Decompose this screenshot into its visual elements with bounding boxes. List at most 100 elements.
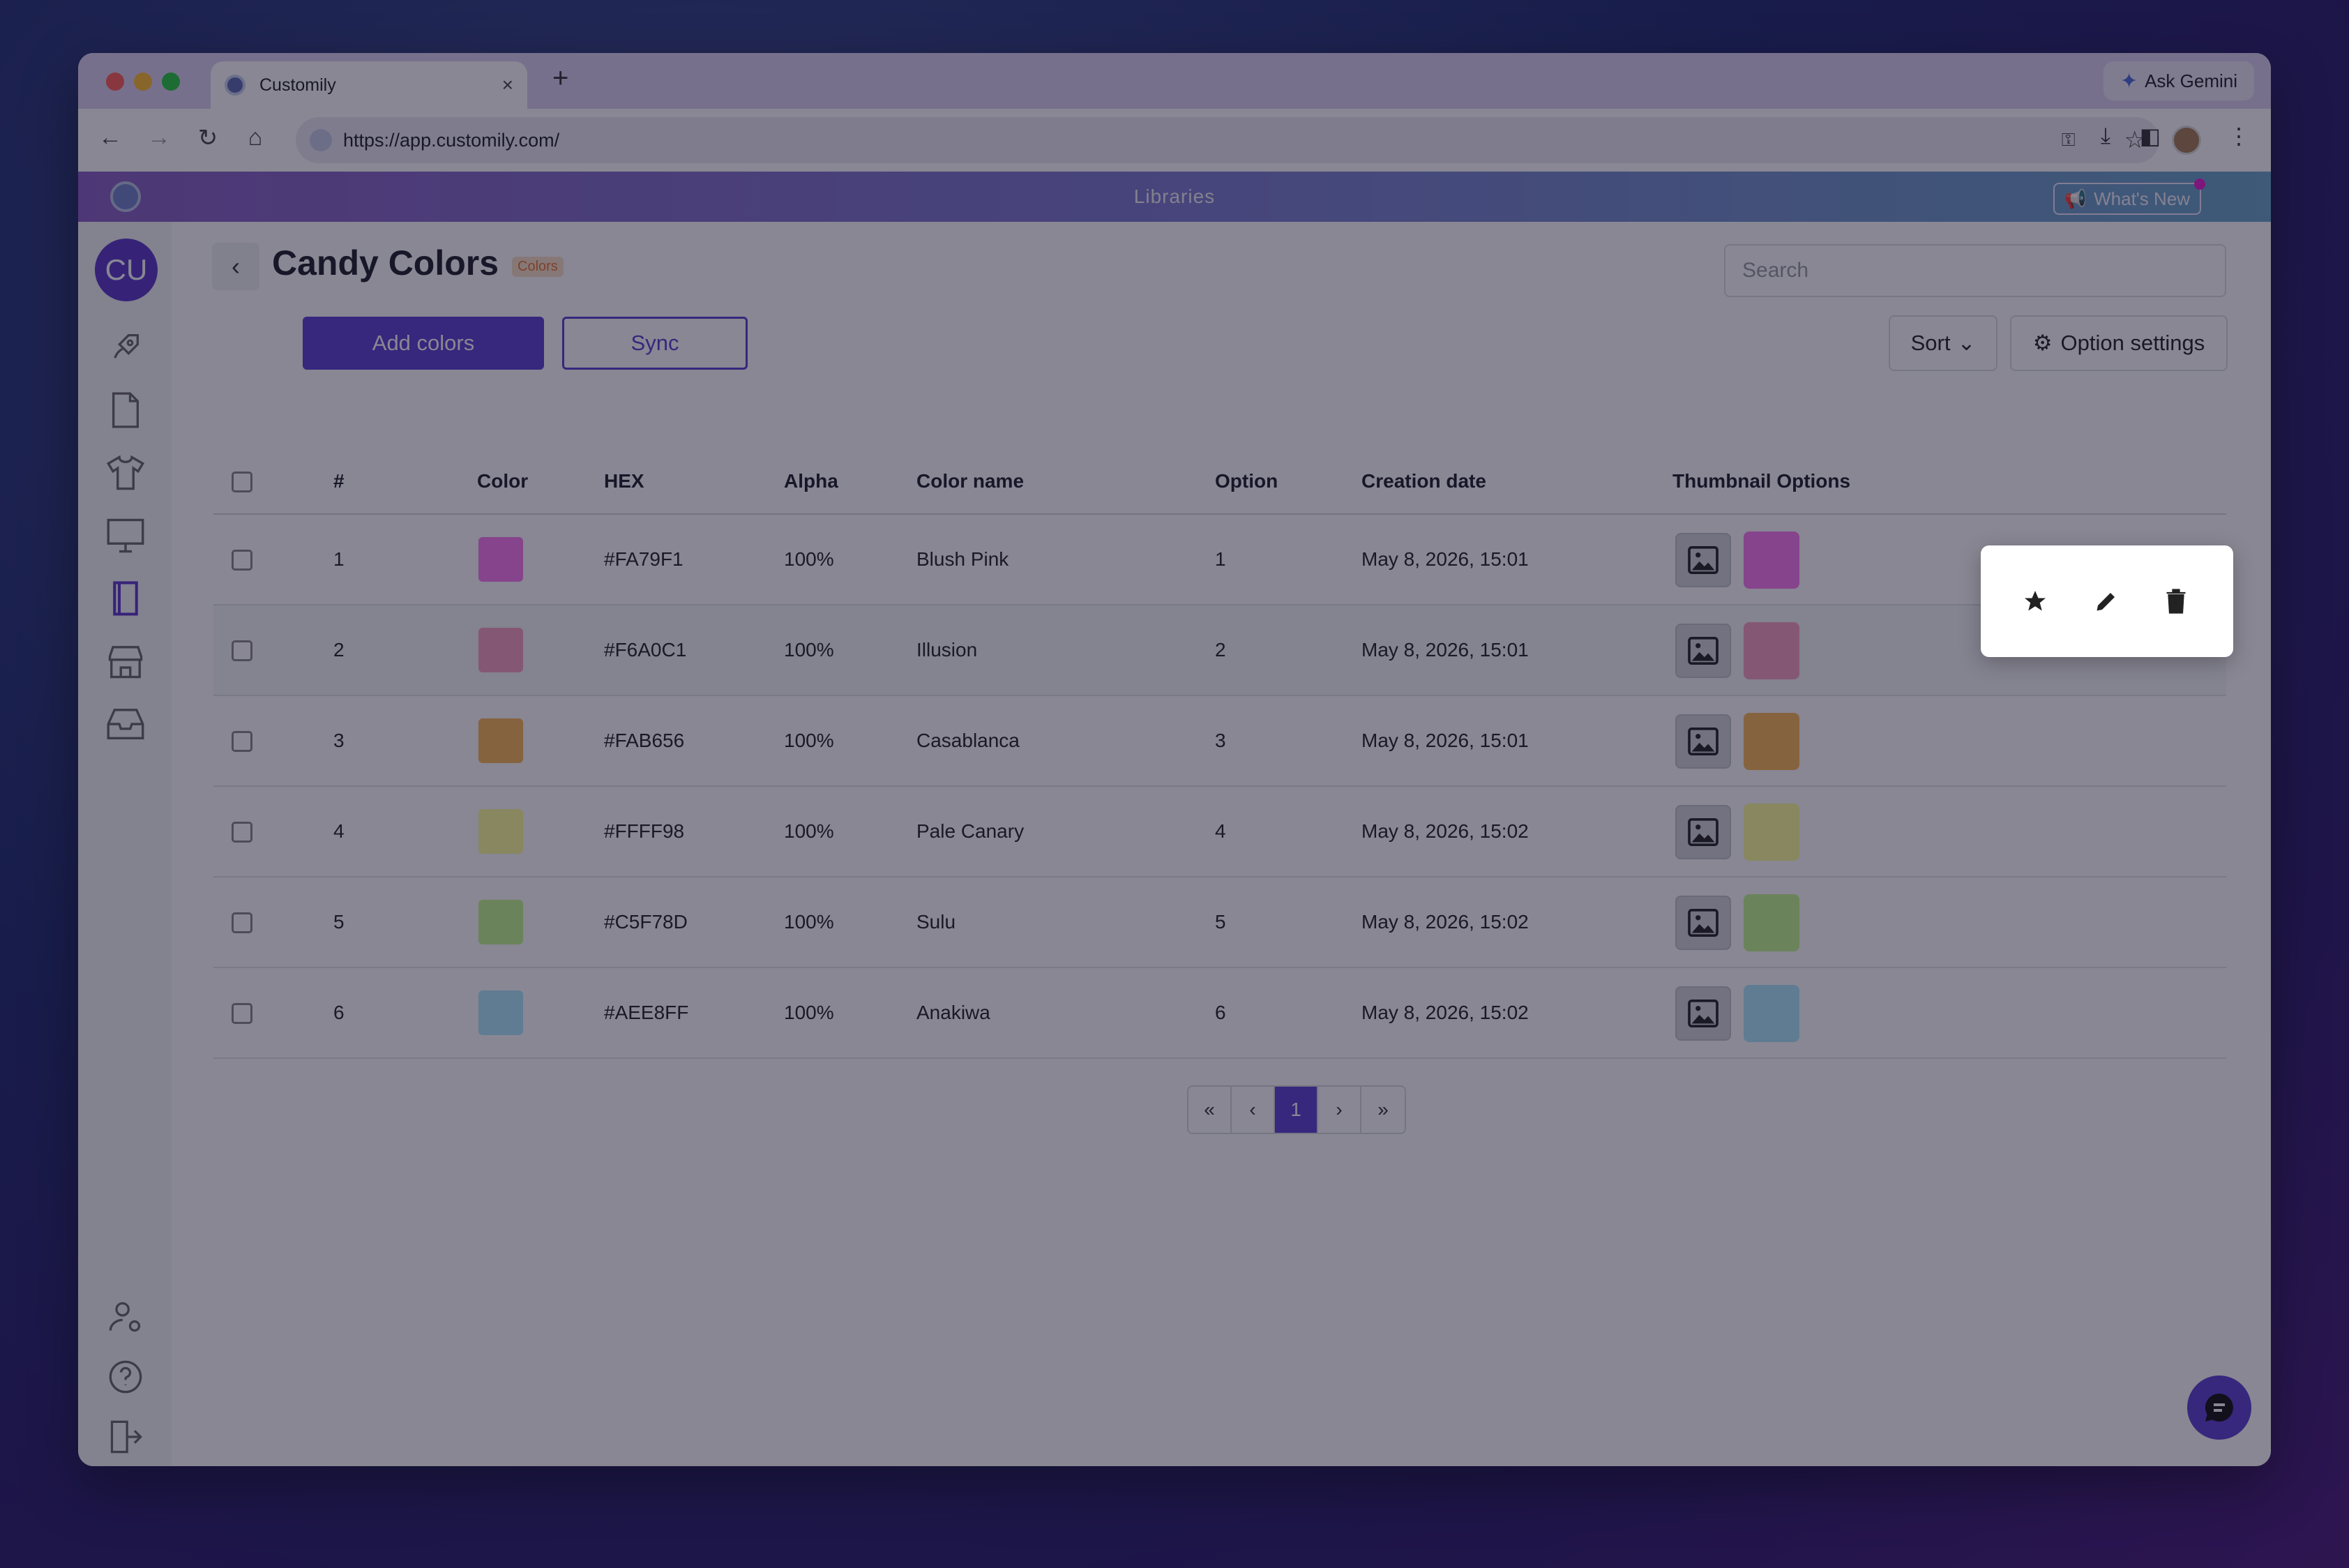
trash-icon[interactable] bbox=[2157, 582, 2196, 621]
last-page-button[interactable]: » bbox=[1361, 1087, 1405, 1133]
creation-date: May 8, 2026, 15:01 bbox=[1361, 548, 1529, 570]
add-colors-button[interactable]: Add colors bbox=[303, 317, 544, 370]
thumbnail-color-swatch[interactable] bbox=[1744, 713, 1799, 770]
table-row[interactable]: 6 #AEE8FF 100% Anakiwa 6 May 8, 2026, 15… bbox=[213, 968, 2226, 1059]
thumbnail-color-swatch[interactable] bbox=[1744, 894, 1799, 951]
column-header[interactable]: Color name bbox=[916, 470, 1025, 492]
back-arrow-icon[interactable]: ← bbox=[98, 124, 122, 151]
table-row[interactable]: 3 #FAB656 100% Casablanca 3 May 8, 2026,… bbox=[213, 696, 2226, 787]
download-icon[interactable]: ⤓ bbox=[2100, 123, 2110, 148]
user-avatar[interactable]: CU bbox=[95, 239, 158, 301]
row-number: 2 bbox=[333, 639, 345, 661]
option-value: 4 bbox=[1215, 820, 1226, 842]
next-page-button[interactable]: › bbox=[1318, 1087, 1361, 1133]
home-icon[interactable]: ⌂ bbox=[248, 124, 263, 151]
select-all-checkbox[interactable] bbox=[232, 472, 252, 492]
column-header[interactable]: Option bbox=[1215, 470, 1278, 492]
column-header[interactable]: Creation date bbox=[1361, 470, 1486, 492]
library-book-icon[interactable] bbox=[101, 578, 150, 619]
image-icon bbox=[1688, 546, 1719, 574]
forward-arrow-icon[interactable]: → bbox=[147, 124, 171, 151]
option-value: 1 bbox=[1215, 548, 1226, 570]
reload-icon[interactable]: ↻ bbox=[197, 125, 218, 151]
new-tab-button[interactable]: + bbox=[552, 63, 569, 93]
image-icon bbox=[1688, 1000, 1719, 1027]
creation-date: May 8, 2026, 15:02 bbox=[1361, 1002, 1529, 1023]
alpha-value: 100% bbox=[784, 911, 834, 933]
favicon-icon bbox=[225, 75, 246, 96]
table-row[interactable]: 1 #FA79F1 100% Blush Pink 1 May 8, 2026,… bbox=[213, 515, 2226, 605]
back-button[interactable]: ‹ bbox=[212, 243, 259, 290]
current-page-button[interactable]: 1 bbox=[1275, 1087, 1318, 1133]
hex-value: #FAB656 bbox=[604, 730, 685, 751]
thumbnail-color-swatch[interactable] bbox=[1744, 985, 1799, 1042]
tshirt-icon[interactable] bbox=[101, 452, 150, 494]
inbox-icon[interactable] bbox=[101, 703, 150, 745]
page-title: Candy Colors bbox=[272, 243, 499, 282]
sync-button[interactable]: Sync bbox=[562, 317, 748, 370]
thumbnail-image-button[interactable] bbox=[1675, 896, 1731, 950]
display-icon[interactable] bbox=[101, 515, 150, 557]
star-icon[interactable] bbox=[2016, 582, 2055, 621]
prev-page-button[interactable]: ‹ bbox=[1232, 1087, 1275, 1133]
table-header: # Color HEX Alpha Color name Option Crea… bbox=[213, 452, 2226, 515]
help-icon[interactable] bbox=[101, 1356, 150, 1398]
column-header[interactable]: Color bbox=[477, 470, 529, 492]
first-page-button[interactable]: « bbox=[1188, 1087, 1232, 1133]
search-input[interactable] bbox=[1724, 244, 2226, 297]
row-actions-popup bbox=[1981, 545, 2233, 657]
color-name: Sulu bbox=[916, 911, 956, 933]
thumbnail-color-swatch[interactable] bbox=[1744, 804, 1799, 861]
thumbnail-color-swatch[interactable] bbox=[1744, 532, 1799, 589]
rocket-icon[interactable] bbox=[101, 326, 150, 368]
creation-date: May 8, 2026, 15:02 bbox=[1361, 820, 1529, 842]
row-checkbox[interactable] bbox=[232, 640, 252, 661]
maximize-window-dot[interactable] bbox=[162, 73, 180, 91]
table-row[interactable]: 4 #FFFF98 100% Pale Canary 4 May 8, 2026… bbox=[213, 787, 2226, 877]
address-bar[interactable]: https://app.customily.com/ ⚿ ☆ bbox=[296, 117, 2159, 163]
thumbnail-image-button[interactable] bbox=[1675, 624, 1731, 678]
column-header[interactable]: HEX bbox=[604, 470, 644, 492]
sort-button[interactable]: Sort ⌄ bbox=[1889, 315, 1997, 371]
store-icon[interactable] bbox=[101, 640, 150, 682]
close-window-dot[interactable] bbox=[106, 73, 124, 91]
user-settings-icon[interactable] bbox=[101, 1296, 150, 1338]
row-checkbox[interactable] bbox=[232, 550, 252, 571]
alpha-value: 100% bbox=[784, 548, 834, 570]
password-key-icon[interactable]: ⚿ bbox=[2061, 129, 2076, 150]
logout-icon[interactable] bbox=[101, 1416, 150, 1458]
row-checkbox[interactable] bbox=[232, 731, 252, 752]
row-checkbox[interactable] bbox=[232, 912, 252, 933]
thumbnail-image-button[interactable] bbox=[1675, 714, 1731, 769]
column-header[interactable]: Alpha bbox=[784, 470, 838, 492]
url-text: https://app.customily.com/ bbox=[343, 129, 560, 151]
row-checkbox[interactable] bbox=[232, 1003, 252, 1024]
chat-support-button[interactable] bbox=[2187, 1375, 2251, 1440]
option-value: 3 bbox=[1215, 730, 1226, 751]
table-row[interactable]: 2 #F6A0C1 100% Illusion 2 May 8, 2026, 1… bbox=[213, 605, 2226, 696]
ask-gemini-button[interactable]: ✦ Ask Gemini bbox=[2103, 61, 2254, 100]
tab-title: Customily bbox=[259, 75, 336, 95]
hex-value: #FA79F1 bbox=[604, 548, 683, 570]
profile-avatar[interactable] bbox=[2172, 126, 2201, 155]
hex-value: #C5F78D bbox=[604, 911, 688, 933]
browser-menu-icon[interactable]: ⋮ bbox=[2228, 123, 2250, 149]
site-info-icon[interactable] bbox=[310, 129, 332, 151]
thumbnail-image-button[interactable] bbox=[1675, 986, 1731, 1041]
document-icon[interactable] bbox=[101, 389, 150, 431]
whats-new-button[interactable]: 📢 What's New bbox=[2053, 179, 2205, 215]
row-checkbox[interactable] bbox=[232, 822, 252, 843]
option-settings-button[interactable]: ⚙ Option settings bbox=[2010, 315, 2228, 371]
thumbnail-color-swatch[interactable] bbox=[1744, 622, 1799, 679]
browser-tab[interactable]: Customily × bbox=[211, 61, 527, 109]
tab-close-icon[interactable]: × bbox=[501, 74, 513, 96]
table-row[interactable]: 5 #C5F78D 100% Sulu 5 May 8, 2026, 15:02 bbox=[213, 877, 2226, 968]
thumbnail-image-button[interactable] bbox=[1675, 805, 1731, 859]
thumbnail-image-button[interactable] bbox=[1675, 533, 1731, 587]
color-swatch bbox=[478, 537, 523, 582]
pencil-icon[interactable] bbox=[2087, 582, 2126, 621]
minimize-window-dot[interactable] bbox=[134, 73, 152, 91]
column-header[interactable]: # bbox=[333, 470, 345, 492]
alpha-value: 100% bbox=[784, 730, 834, 751]
side-panel-icon[interactable]: ◧ bbox=[2139, 123, 2161, 149]
